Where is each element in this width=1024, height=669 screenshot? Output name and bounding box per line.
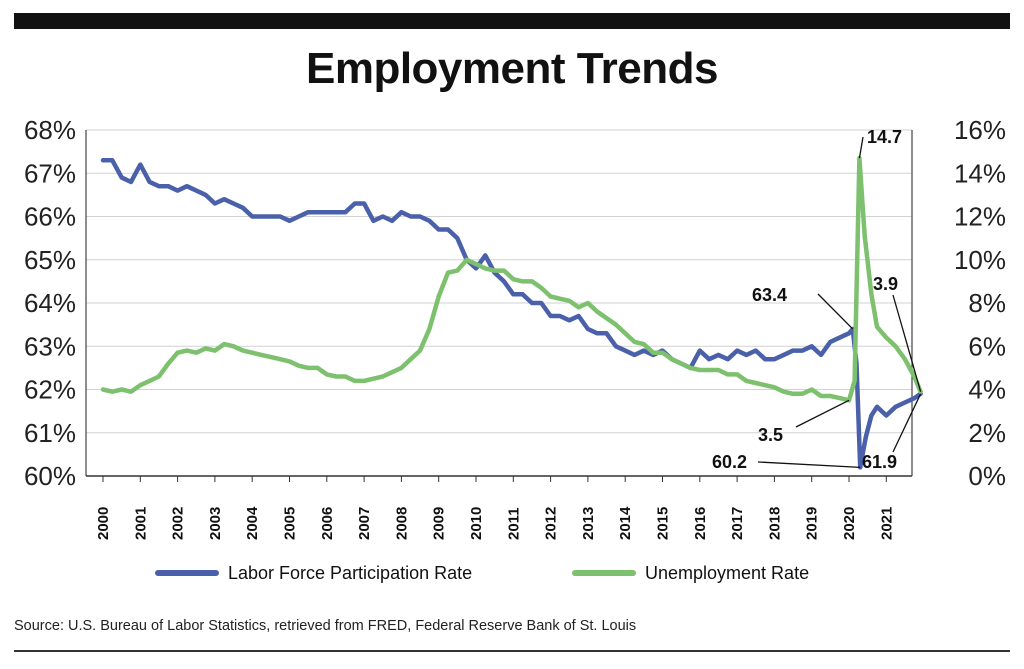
x-tick-label: 2013	[580, 507, 597, 540]
series-line-lfpr	[100, 158, 923, 470]
x-tick-label: 2012	[543, 507, 560, 540]
x-tick-label: 2017	[729, 507, 746, 540]
y-left-tick-label: 65%	[24, 245, 76, 275]
x-tick-label: 2003	[207, 507, 224, 540]
x-tick-label: 2007	[356, 507, 373, 540]
x-tick-label: 2014	[617, 506, 634, 540]
x-tick-label: 2002	[170, 507, 187, 540]
annotation-leader-line	[892, 294, 922, 392]
x-tick-label: 2016	[692, 507, 709, 540]
y-left-tick-label: 60%	[24, 461, 76, 491]
y-right-tick-label: 8%	[968, 288, 1006, 318]
y-right-tick-label: 6%	[968, 331, 1006, 361]
x-tick-label: 2020	[841, 507, 858, 540]
series-line-unemployment	[100, 155, 923, 403]
top-rule	[14, 13, 1010, 29]
annotation-label: 14.7	[867, 127, 902, 147]
x-tick-label: 2000	[95, 507, 112, 540]
y-right-tick-label: 16%	[954, 115, 1006, 145]
source-note: Source: U.S. Bureau of Labor Statistics,…	[14, 618, 637, 634]
annotation-label: 63.4	[752, 285, 787, 305]
x-tick-label: 2001	[132, 507, 149, 540]
legend-label: Labor Force Participation Rate	[228, 563, 472, 583]
y-right-tick-label: 10%	[954, 245, 1006, 275]
annotation-leader-line	[892, 393, 922, 453]
annotation-label: 60.2	[712, 452, 747, 472]
annotation-leader-line	[795, 399, 850, 428]
x-tick-label: 2004	[244, 506, 261, 540]
y-right-tick-label: 12%	[954, 202, 1006, 232]
chart-title: Employment Trends	[305, 44, 719, 93]
x-tick-label: 2008	[393, 507, 410, 540]
y-right-tick-label: 4%	[968, 375, 1006, 405]
y-left-tick-label: 62%	[24, 375, 76, 405]
x-tick-label: 2019	[804, 507, 821, 540]
y-left-tick-label: 63%	[24, 331, 76, 361]
x-tick-label: 2015	[655, 507, 672, 540]
bottom-rule	[14, 650, 1010, 652]
y-right-tick-label: 14%	[954, 158, 1006, 188]
x-tick-label: 2005	[282, 507, 299, 540]
annotation-label: 3.9	[873, 274, 898, 294]
y-left-tick-label: 67%	[24, 158, 76, 188]
annotation-leader-line	[757, 461, 861, 468]
legend-label: Unemployment Rate	[645, 563, 809, 583]
x-tick-label: 2010	[468, 507, 485, 540]
x-tick-label: 2006	[319, 507, 336, 540]
y-left-tick-label: 61%	[24, 418, 76, 448]
y-right-tick-label: 0%	[968, 461, 1006, 491]
y-left-tick-label: 68%	[24, 115, 76, 145]
annotation-leader-line	[858, 136, 864, 159]
x-tick-label: 2018	[766, 507, 783, 540]
annotation-label: 3.5	[758, 425, 783, 445]
x-tick-label: 2011	[505, 507, 522, 540]
x-tick-label: 2021	[878, 507, 895, 540]
annotation-label: 61.9	[862, 452, 897, 472]
y-left-tick-label: 66%	[24, 202, 76, 232]
annotation-leader-line	[817, 293, 854, 330]
y-left-tick-label: 64%	[24, 288, 76, 318]
x-tick-label: 2009	[431, 507, 448, 540]
y-right-tick-label: 2%	[968, 418, 1006, 448]
